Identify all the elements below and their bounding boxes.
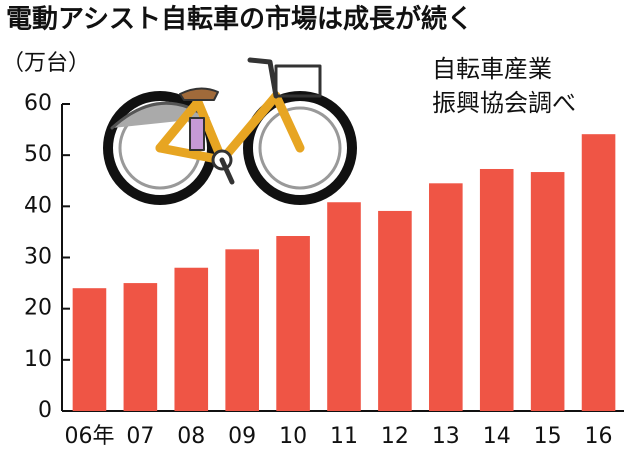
x-tick-label: 13: [432, 424, 460, 449]
x-tick-label: 14: [483, 424, 511, 449]
x-tick-label: 15: [534, 424, 562, 449]
bar: [327, 202, 361, 411]
y-tick-label: 30: [24, 245, 52, 270]
bar: [123, 283, 158, 411]
chart-title: 電動アシスト自転車の市場は成長が続く: [6, 4, 473, 35]
x-tick-label: 07: [126, 424, 154, 449]
bar: [174, 267, 209, 411]
source-line: 振興協会調べ: [432, 89, 576, 117]
x-tick-label: 08: [177, 424, 205, 449]
x-tick-label: 10: [279, 424, 307, 449]
x-tick-label: 09: [228, 424, 256, 449]
unit-label: （万台）: [2, 51, 90, 76]
x-tick-label: 11: [330, 424, 358, 449]
y-tick-label: 10: [24, 347, 52, 372]
bar: [225, 249, 259, 411]
x-tick-label: 16: [585, 424, 613, 449]
bar: [530, 172, 565, 411]
y-tick-label: 20: [24, 296, 52, 321]
source-line: 自転車産業: [432, 55, 552, 83]
bar: [429, 183, 463, 411]
y-tick-label: 40: [24, 193, 52, 218]
y-tick-label: 50: [24, 142, 52, 167]
bar: [479, 168, 514, 411]
bar: [378, 210, 412, 411]
bicycle-illustration: [103, 57, 357, 205]
y-tick-label: 0: [38, 398, 52, 423]
x-tick-label: 06年: [64, 424, 114, 449]
bar: [581, 134, 616, 411]
bar: [72, 288, 107, 411]
bar: [276, 236, 310, 411]
y-tick-label: 60: [24, 91, 52, 116]
x-tick-label: 12: [381, 424, 409, 449]
